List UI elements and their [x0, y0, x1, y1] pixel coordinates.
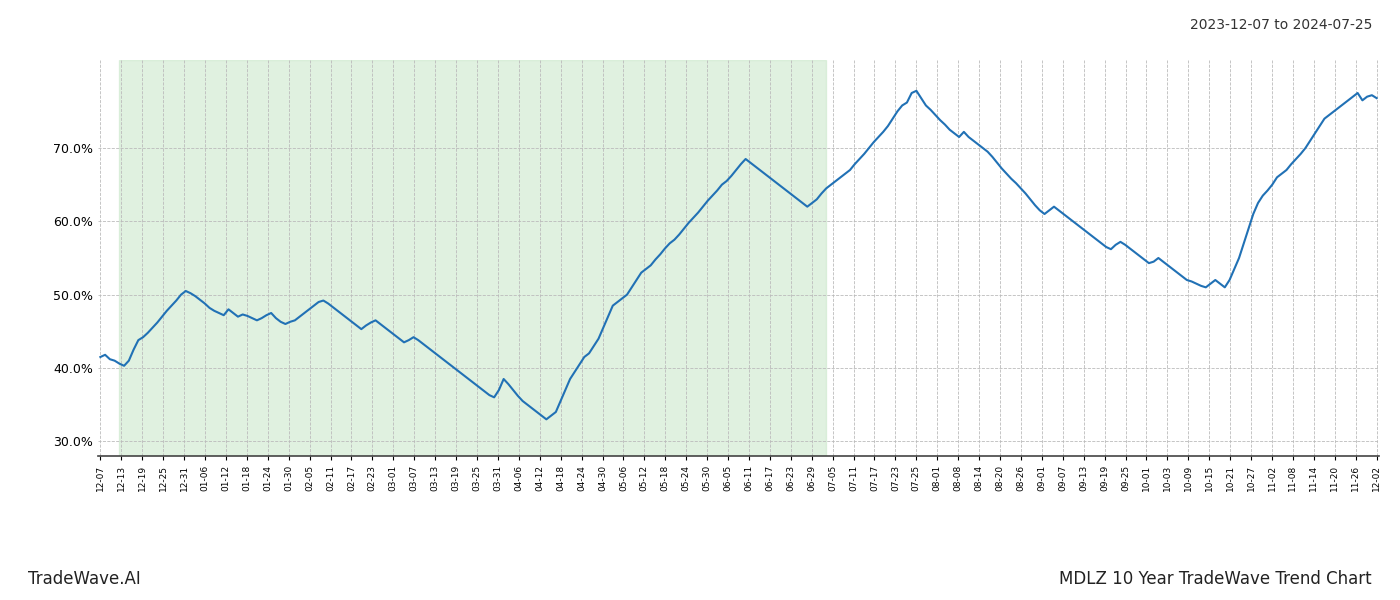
Text: TradeWave.AI: TradeWave.AI — [28, 570, 141, 588]
Text: 2023-12-07 to 2024-07-25: 2023-12-07 to 2024-07-25 — [1190, 18, 1372, 32]
Text: MDLZ 10 Year TradeWave Trend Chart: MDLZ 10 Year TradeWave Trend Chart — [1060, 570, 1372, 588]
Bar — [119, 60, 826, 456]
